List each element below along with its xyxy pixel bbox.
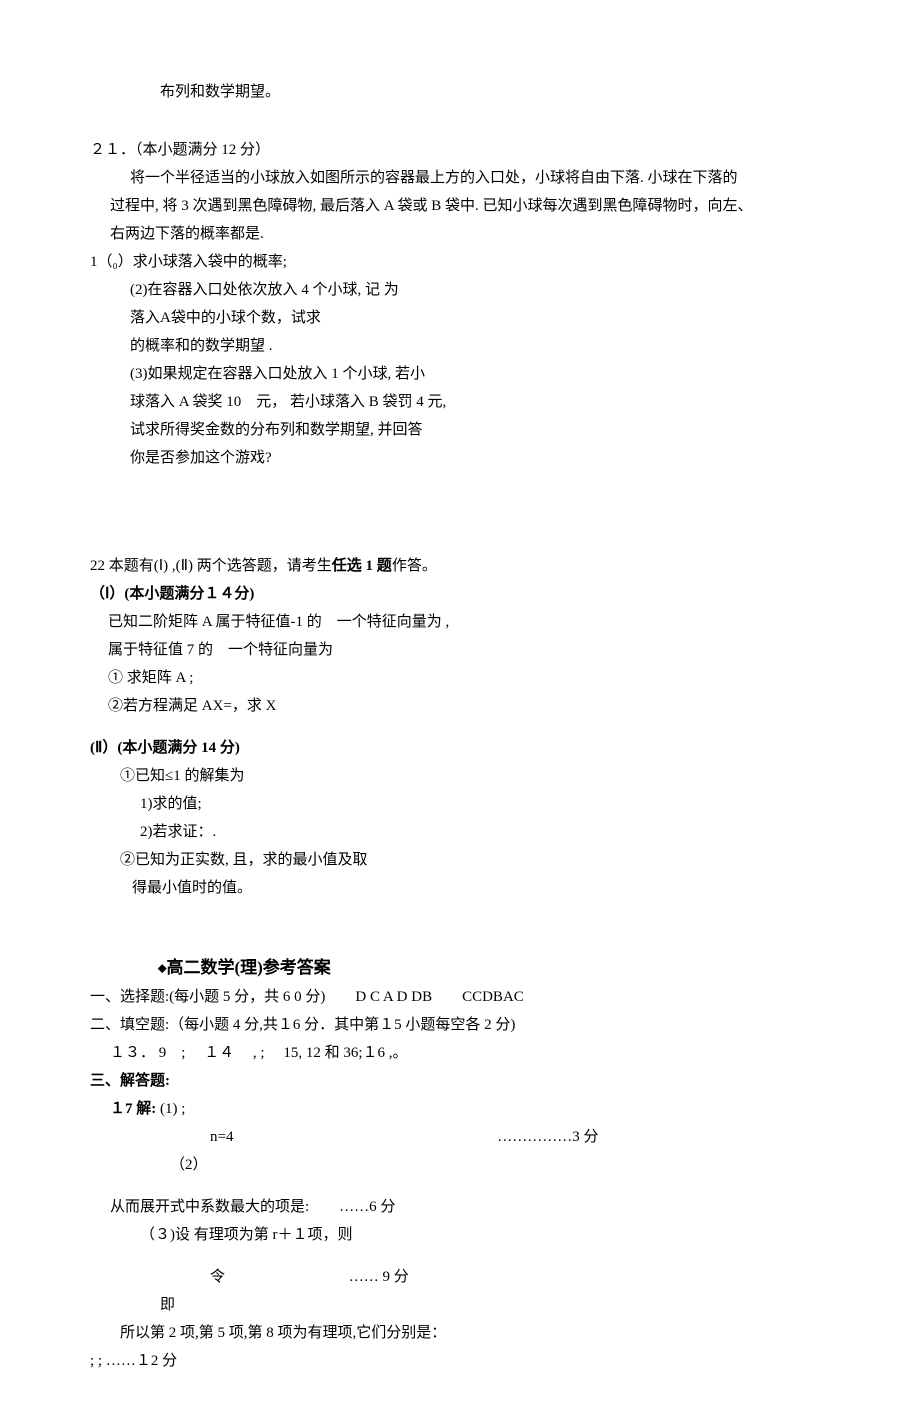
q21-subitem: (3)如果规定在容器入口处放入 1 个小球, 若小 (130, 362, 830, 386)
q17-last: ; ; ……１2 分 (90, 1349, 830, 1373)
text: 右两边下落的概率都是. (110, 226, 264, 242)
text: 1（₀）求小球落入袋中的概率; (90, 254, 287, 270)
section-2-fill: 二、填空题:（每小题 4 分,共１6 分．其中第１5 小题每空各 2 分) (90, 1013, 830, 1037)
text: (3)如果规定在容器入口处放入 1 个小球, 若小 (130, 366, 425, 382)
text: ２１．（本小题满分 12 分） (90, 142, 270, 158)
text: １7 解: (110, 1101, 156, 1117)
q21-para-line: 过程中, 将 3 次遇到黑色障碍物, 最后落入 A 袋或 B 袋中. 已知小球每… (110, 194, 830, 218)
q17-header: １7 解: (1) ; (110, 1097, 830, 1121)
text: …… 9 分 (349, 1269, 409, 1285)
answers-section: ◆高二数学(理)参考答案 一、选择题:(每小题 5 分，共 6 0 分) D C… (90, 954, 830, 1373)
q17-n-row: n=4 ……………3 分 (90, 1125, 830, 1149)
text: １３． 9 ; １４ , ; 15, 12 和 36;１6 ,。 (110, 1045, 408, 1061)
q21-para-line: 将一个半径适当的小球放入如图所示的容器最上方的入口处，小球将自由下落. 小球在下… (130, 166, 830, 190)
question-22: 22 本题有(Ⅰ) ,(Ⅱ) 两个选答题，请考生任选 1 题作答。 （Ⅰ）(本小… (90, 554, 830, 900)
q17-ji: 即 (160, 1293, 830, 1317)
q22-line: 2)若求证：. (140, 820, 830, 844)
text: (Ⅱ）(本小题满分 14 分) (90, 740, 240, 756)
text: 2)若求证：. (140, 824, 216, 840)
q21-para-line: 右两边下落的概率都是. (110, 222, 830, 246)
q22-line: ① 求矩阵 A ; (108, 666, 830, 690)
text: 高二数学(理)参考答案 (166, 958, 330, 977)
text: 过程中, 将 3 次遇到黑色障碍物, 最后落入 A 袋或 B 袋中. 已知小球每… (110, 198, 753, 214)
text: （Ⅰ）(本小题满分１４分) (90, 586, 254, 602)
top-continuation-line: 布列和数学期望。 (160, 80, 830, 104)
q17-conclusion: 所以第 2 项,第 5 项,第 8 项为有理项,它们分别是： (120, 1321, 830, 1345)
q22-line: 得最小值时的值。 (132, 876, 830, 900)
text: ……………3 分 (497, 1125, 598, 1149)
section-2-values: １３． 9 ; １４ , ; 15, 12 和 36;１6 ,。 (110, 1041, 830, 1065)
text: 球落入 A 袋奖 10 元， 若小球落入 B 袋罚 4 元, (130, 394, 446, 410)
q21-subitem: (2)在容器入口处依次放入 4 个小球, 记 为 (130, 278, 830, 302)
q22-line: 属于特征值 7 的 一个特征向量为 (108, 638, 830, 662)
text: ①已知≤1 的解集为 (120, 768, 244, 784)
q21-subitem: 落入A袋中的小球个数，试求 (130, 306, 830, 330)
text: (2)在容器入口处依次放入 4 个小球, 记 为 (130, 282, 399, 298)
q22-line: ②若方程满足 AX=，求 X (108, 694, 830, 718)
text: 属于特征值 7 的 一个特征向量为 (108, 642, 333, 658)
q22-line: 1)求的值; (140, 792, 830, 816)
text: （2） (170, 1157, 208, 1173)
question-21: ２１．（本小题满分 12 分） 将一个半径适当的小球放入如图所示的容器最上方的入… (90, 138, 830, 470)
q21-subitem: 试求所得奖金数的分布列和数学期望, 并回答 (130, 418, 830, 442)
answers-title: ◆高二数学(理)参考答案 (158, 954, 830, 981)
text: 三、解答题: (90, 1073, 170, 1089)
text: 令 (210, 1269, 225, 1285)
text: (1) ; (156, 1101, 185, 1117)
text: 一、选择题:(每小题 5 分，共 6 0 分) D C A D DB CCDBA… (90, 989, 524, 1005)
text: ②已知为正实数, 且，求的最小值及取 (120, 852, 368, 868)
text: （３)设 有理项为第 r＋１项，则 (140, 1227, 353, 1243)
q17-expansion: 从而展开式中系数最大的项是: ……6 分 (110, 1195, 830, 1219)
text: 落入A袋中的小球个数，试求 (130, 310, 321, 326)
q21-subitem: 你是否参加这个游戏? (130, 446, 830, 470)
q21-subitem: 1（₀）求小球落入袋中的概率; (90, 250, 830, 274)
q17-ling-row: 令 …… 9 分 (90, 1265, 830, 1289)
q22-part1-title: （Ⅰ）(本小题满分１４分) (90, 582, 830, 606)
q22-line: 已知二阶矩阵 A 属于特征值-1 的 一个特征向量为 , (108, 610, 830, 634)
text: 即 (160, 1297, 175, 1313)
q21-header: ２１．（本小题满分 12 分） (90, 138, 830, 162)
text: 得最小值时的值。 (132, 880, 252, 896)
text: 的概率和的数学期望 . (130, 338, 273, 354)
text: 从而展开式中系数最大的项是: ……6 分 (110, 1199, 395, 1215)
text: 布列和数学期望。 (160, 84, 280, 100)
q17-part2: （2） (170, 1153, 830, 1177)
text: 你是否参加这个游戏? (130, 450, 272, 466)
q22-part2-title: (Ⅱ）(本小题满分 14 分) (90, 736, 830, 760)
q17-part3: （３)设 有理项为第 r＋１项，则 (140, 1223, 830, 1247)
text: 所以第 2 项,第 5 项,第 8 项为有理项,它们分别是： (120, 1325, 446, 1341)
q22-line: ②已知为正实数, 且，求的最小值及取 (120, 848, 830, 872)
q22-header: 22 本题有(Ⅰ) ,(Ⅱ) 两个选答题，请考生任选 1 题作答。 (90, 554, 830, 578)
text: 二、填空题:（每小题 4 分,共１6 分．其中第１5 小题每空各 2 分) (90, 1017, 515, 1033)
text: 22 本题有(Ⅰ) ,(Ⅱ) 两个选答题，请考生任选 1 题作答。 (90, 558, 437, 574)
text: 将一个半径适当的小球放入如图所示的容器最上方的入口处，小球将自由下落. 小球在下… (130, 170, 738, 186)
text: 1)求的值; (140, 796, 202, 812)
q21-subitem: 的概率和的数学期望 . (130, 334, 830, 358)
section-1-choice: 一、选择题:(每小题 5 分，共 6 0 分) D C A D DB CCDBA… (90, 985, 830, 1009)
text: n=4 (210, 1129, 233, 1145)
text: ②若方程满足 AX=，求 X (108, 698, 276, 714)
section-3-title: 三、解答题: (90, 1069, 830, 1093)
text: 试求所得奖金数的分布列和数学期望, 并回答 (130, 422, 423, 438)
text: 已知二阶矩阵 A 属于特征值-1 的 一个特征向量为 , (108, 614, 449, 630)
text: ; ; ……１2 分 (90, 1353, 177, 1369)
q22-line: ①已知≤1 的解集为 (120, 764, 830, 788)
text: ① 求矩阵 A ; (108, 670, 193, 686)
q21-subitem: 球落入 A 袋奖 10 元， 若小球落入 B 袋罚 4 元, (130, 390, 830, 414)
